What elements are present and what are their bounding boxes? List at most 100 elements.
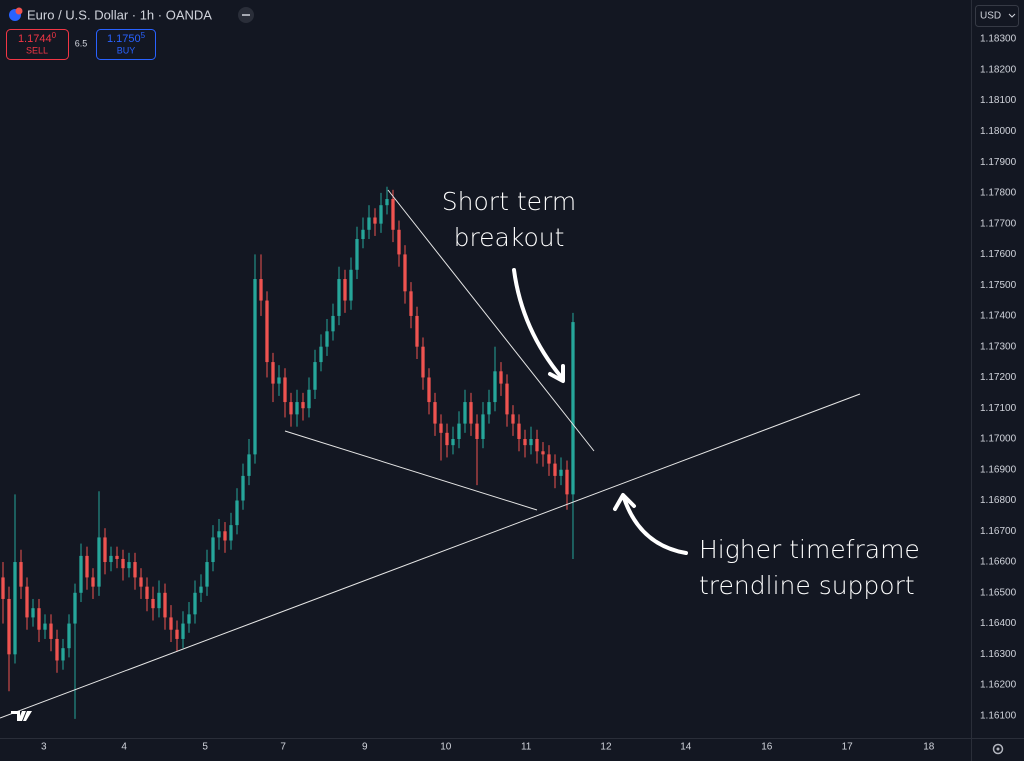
candle-body [187,614,191,624]
candle-body [493,371,497,403]
candle-body [559,469,563,476]
buy-button[interactable] [96,29,156,60]
y-tick-label: 1.17300 [980,341,1017,352]
x-tick-label: 11 [521,742,532,753]
trend-line [0,393,861,719]
candle-body [541,451,545,455]
y-tick-label: 1.16600 [980,557,1017,568]
candle-body [511,414,515,424]
spread: 6.5 [75,38,88,48]
candle-body [13,562,17,655]
x-tick-label: 10 [440,742,452,753]
candle-body [367,217,371,230]
candle-body [445,432,449,446]
candle-body [325,331,329,347]
candle-body [1,577,5,599]
candle-body [139,577,143,587]
candle-body [301,402,305,409]
candle-body [307,389,311,409]
candle-body [235,500,239,526]
x-tick-label: 12 [600,742,612,753]
y-tick-label: 1.17900 [980,157,1017,168]
y-tick-label: 1.17500 [980,280,1017,291]
candle-body [529,438,533,446]
buy-label: BUY [117,45,136,55]
candle-body [61,648,65,661]
sell-button[interactable] [6,29,69,60]
candle-body [109,555,113,563]
y-tick-label: 1.18300 [980,34,1017,45]
y-tick-label: 1.16200 [980,680,1017,691]
symbol-title: Euro / U.S. Dollar · 1h · OANDA [27,7,212,22]
y-tick-label: 1.17800 [980,188,1017,199]
candle-body [241,475,245,501]
y-tick-label: 1.16800 [980,495,1017,506]
sell-label: SELL [26,45,48,55]
candle-body [385,199,389,206]
candle-body [223,531,227,541]
candle-body [565,469,569,495]
candle-body [97,537,101,587]
candle-body [421,346,425,378]
candle-body [313,362,317,390]
y-tick-label: 1.16700 [980,526,1017,537]
candle-body [409,291,413,316]
candle-body [247,454,251,476]
candle-body [49,623,53,639]
x-tick-label: 17 [842,742,854,753]
buy-price: 1.17505 [107,31,146,45]
candle-body [7,598,11,655]
x-tick-label: 16 [761,742,773,753]
candle-body [379,205,383,224]
candle-body [181,623,185,639]
candle-body [193,592,197,615]
x-tick-label: 9 [362,742,368,753]
candle-body [547,454,551,464]
candle-body [319,346,323,363]
x-tick-label: 7 [280,742,286,753]
y-tick-label: 1.17400 [980,311,1017,322]
candle-body [391,199,395,230]
candle-body [355,239,359,270]
candle-body [571,322,575,495]
candle-body [79,555,83,593]
currency-select[interactable] [975,5,1019,27]
y-tick-label: 1.18100 [980,95,1017,106]
logo [11,711,32,721]
y-tick-label: 1.17600 [980,249,1017,260]
candle-body [265,300,269,363]
candle-body [403,254,407,292]
candle-body [43,623,47,630]
y-tick-label: 1.16500 [980,587,1017,598]
candle-body [289,402,293,415]
annotation: Higher timeframe [699,535,920,564]
candle-body [499,371,503,384]
candle-body [343,279,347,301]
y-tick-label: 1.16400 [980,618,1017,629]
candle-body [523,438,527,446]
candle-body [169,617,173,630]
trend-line [284,430,538,511]
candle-body [295,402,299,415]
annotation: trendline support [699,571,915,600]
candle-body [127,562,131,569]
candle-body [217,531,221,538]
settings-button[interactable] [992,743,1004,755]
candle-body [205,562,209,587]
candle-body [151,598,155,609]
candle-body [475,423,479,439]
candle-body [397,229,401,255]
candle-body [337,279,341,316]
candle-body [229,525,233,541]
x-tick-label: 3 [41,742,47,753]
candle-body [115,555,119,559]
candle-body [121,558,125,569]
candle-body [253,279,257,455]
dropdown-icon [1008,13,1016,18]
y-tick-label: 1.17100 [980,403,1017,414]
candle-body [25,586,29,618]
candle-body [91,577,95,587]
